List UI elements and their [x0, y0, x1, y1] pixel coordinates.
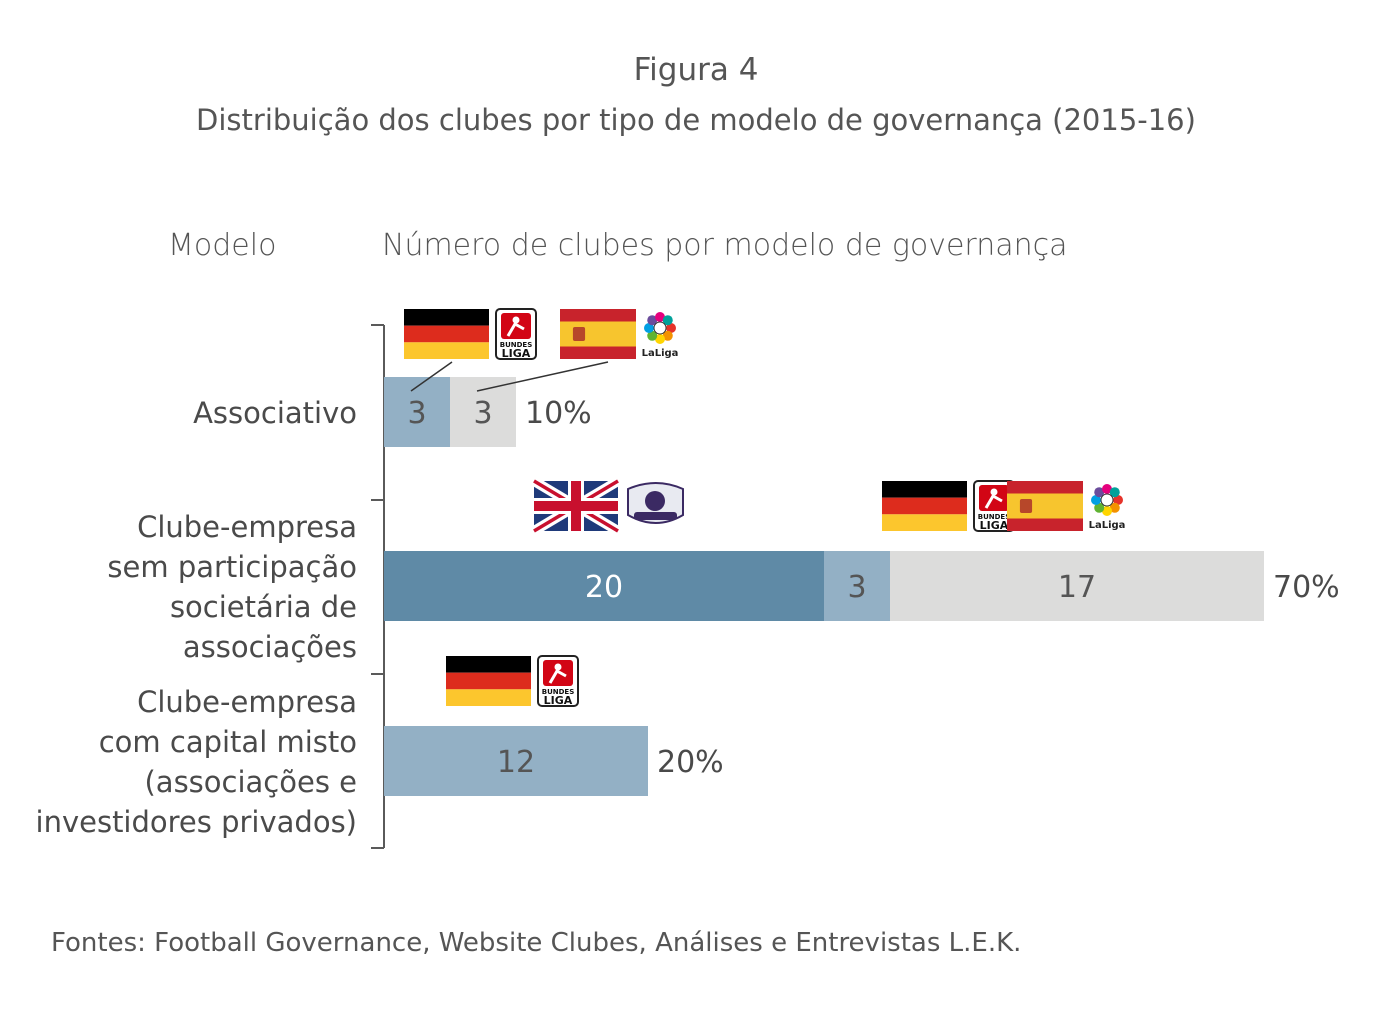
germany-flag-stripe-gold — [404, 342, 489, 359]
bar-segment-germany — [384, 726, 648, 796]
spain-flag-yellow — [1007, 493, 1083, 519]
bundesliga-logo-player-head — [990, 488, 998, 496]
laliga-icon: LaLiga — [1089, 484, 1126, 531]
spain-flag-icon — [560, 309, 636, 359]
laliga-logo-petal — [655, 312, 665, 322]
germany-flag-stripe-red — [882, 497, 967, 515]
category-label-line: Clube-empresa — [137, 685, 357, 719]
bar-segment-spain — [450, 377, 516, 447]
laliga-logo-petal — [1102, 506, 1112, 516]
category-label-line: investidores privados) — [36, 805, 357, 839]
laliga-logo-petal — [1113, 495, 1123, 505]
bundesliga-logo-text-top: BUNDES — [978, 513, 1011, 521]
laliga-logo-petal — [1102, 484, 1112, 494]
laliga-icon: LaLiga — [642, 312, 679, 359]
spain-flag-yellow — [560, 321, 636, 347]
laliga-logo-petal — [662, 330, 673, 341]
bar-total-percent: 20% — [657, 745, 724, 780]
germany-flag-stripe-red — [404, 325, 489, 343]
premier-league-lion — [645, 491, 665, 511]
bundesliga-logo-text-bottom: LIGA — [980, 519, 1009, 532]
bundesliga-logo-text-top: BUNDES — [542, 688, 575, 696]
bar-value-label: 3 — [407, 396, 426, 431]
bundesliga-logo-player-head — [554, 663, 562, 671]
bar-segment-spain — [890, 551, 1264, 621]
germany-flag-stripe-black — [404, 309, 489, 326]
germany-flag-stripe-black — [882, 481, 967, 498]
laliga-logo-petal — [666, 323, 676, 333]
germany-flag-stripe-red — [446, 672, 531, 690]
germany-flag-icon — [882, 481, 967, 531]
bar-segment-england — [384, 551, 824, 621]
category-label-line: societária de — [170, 590, 357, 624]
bar-value-label: 3 — [847, 570, 866, 605]
premier-league-banner — [634, 512, 677, 520]
germany-flag-stripe-gold — [446, 689, 531, 706]
category-label-line: com capital misto — [99, 725, 357, 759]
count-column-header: Número de clubes por modelo de governanç… — [382, 228, 1068, 263]
bar-value-label: 17 — [1058, 570, 1096, 605]
callout-line — [476, 361, 609, 392]
bundesliga-logo-player-body — [984, 493, 1003, 509]
laliga-logo-petal — [1091, 495, 1101, 505]
germany-flag-icon — [446, 656, 531, 706]
germany-flag-stripe-black — [446, 656, 531, 673]
uk-flag-cross-red-h — [534, 501, 618, 511]
bar-value-label: 3 — [473, 396, 492, 431]
bundesliga-logo-player-body — [548, 668, 567, 684]
spain-flag-coat-of-arms — [572, 327, 586, 341]
germany-flag-icon — [404, 309, 489, 359]
bar-value-label: 12 — [497, 745, 535, 780]
category-label-line: Clube-empresa — [137, 510, 357, 544]
bar-total-percent: 10% — [525, 396, 592, 431]
model-column-header: Modelo — [168, 228, 277, 263]
bar-segment-germany — [824, 551, 890, 621]
category-label-line: (associações e — [144, 765, 357, 799]
laliga-logo-petal — [655, 334, 665, 344]
premier-league-icon — [627, 482, 684, 524]
laliga-logo-petal — [647, 315, 658, 326]
category-label-line: Associativo — [193, 396, 357, 430]
laliga-logo-petal — [647, 330, 658, 341]
callout-line — [410, 361, 453, 392]
laliga-logo-ball — [653, 321, 667, 335]
laliga-logo-petal — [1094, 502, 1105, 513]
laliga-logo-petal — [644, 323, 654, 333]
laliga-logo-text: LaLiga — [642, 348, 679, 359]
sources-note: Fontes: Football Governance, Website Clu… — [51, 928, 1022, 958]
spain-flag-icon — [1007, 481, 1083, 531]
bundesliga-logo-text-bottom: LIGA — [544, 694, 573, 707]
uk-flag-icon — [531, 476, 621, 536]
bundesliga-logo-text-top: BUNDES — [500, 341, 533, 349]
laliga-logo-ball — [1100, 493, 1114, 507]
laliga-logo-petal — [1109, 487, 1120, 498]
laliga-logo-petal — [1109, 502, 1120, 513]
bar-total-percent: 70% — [1273, 570, 1340, 605]
bar-value-label: 20 — [585, 570, 623, 605]
laliga-logo-text: LaLiga — [1089, 520, 1126, 531]
bundesliga-logo-text-bottom: LIGA — [502, 347, 531, 360]
bundesliga-logo-player-head — [512, 316, 520, 324]
figure-number: Figura 4 — [633, 52, 759, 88]
bar-segment-germany — [384, 377, 450, 447]
bundesliga-logo-player-body — [506, 321, 525, 337]
germany-flag-stripe-gold — [882, 514, 967, 531]
laliga-logo-petal — [662, 315, 673, 326]
spain-flag-coat-of-arms — [1019, 499, 1033, 513]
figure-title: Distribuição dos clubes por tipo de mode… — [196, 103, 1196, 137]
laliga-logo-petal — [1094, 487, 1105, 498]
category-label-line: sem participação — [107, 550, 357, 584]
category-label-line: associações — [183, 630, 357, 664]
